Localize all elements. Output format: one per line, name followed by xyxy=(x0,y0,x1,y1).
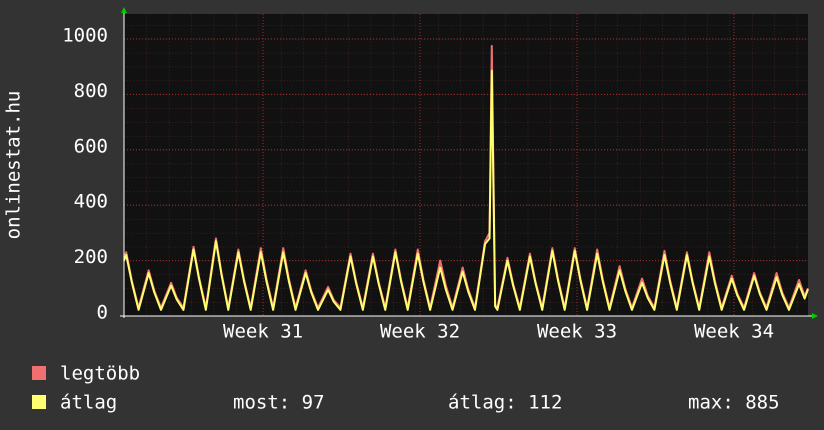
y-tick-label: 1000 xyxy=(62,24,108,46)
stat-current: most: 97 xyxy=(233,392,325,414)
x-tick-label: Week 33 xyxy=(537,321,617,343)
y-arrow xyxy=(121,7,127,13)
x-arrow xyxy=(812,313,818,319)
x-tick-label: Week 31 xyxy=(223,321,303,343)
legend-swatch xyxy=(32,395,46,409)
y-tick-label: 400 xyxy=(74,191,108,213)
legend-swatch xyxy=(32,366,46,380)
x-tick-label: Week 34 xyxy=(694,321,774,343)
stat-max: max: 885 xyxy=(688,392,780,414)
legend-label: átlag xyxy=(60,392,117,414)
y-axis-label: onlinestat.hu xyxy=(3,91,25,240)
stat-average: átlag: 112 xyxy=(448,392,562,414)
y-tick-label: 200 xyxy=(74,246,108,268)
x-tick-label: Week 32 xyxy=(380,321,460,343)
minor-grid xyxy=(124,14,808,316)
legend-label: legtöbb xyxy=(60,363,140,385)
y-tick-label: 0 xyxy=(97,302,108,324)
y-tick-label: 600 xyxy=(74,135,108,157)
y-tick-label: 800 xyxy=(74,80,108,102)
series-line xyxy=(123,69,809,311)
